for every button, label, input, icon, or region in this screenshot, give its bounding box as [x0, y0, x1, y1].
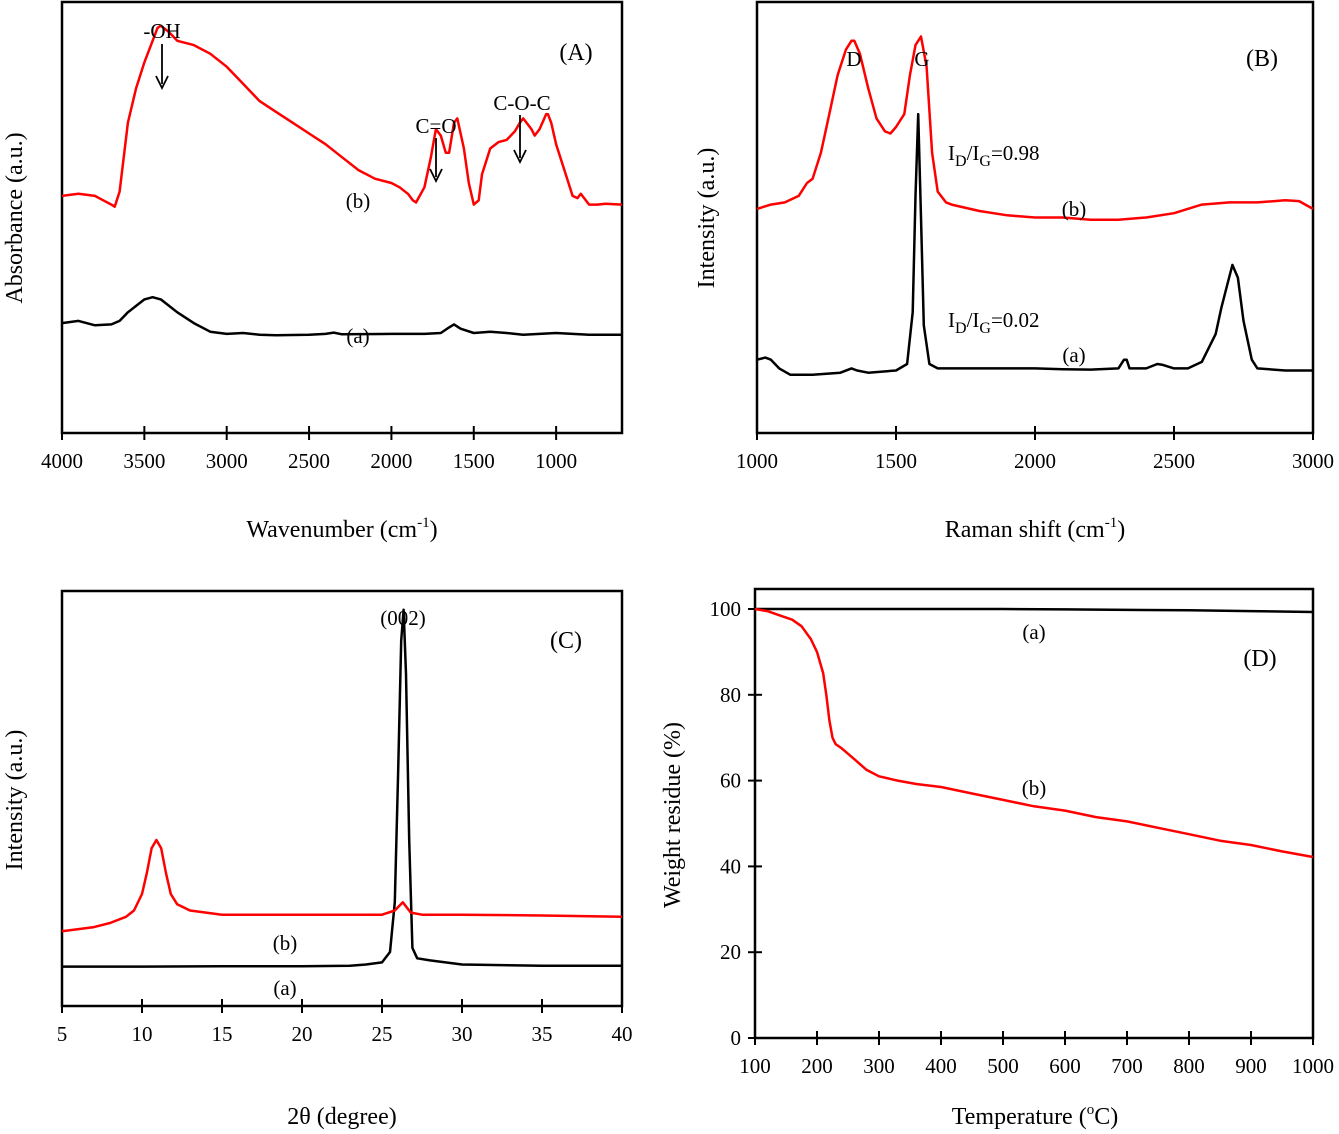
x-tick-label: 500 [987, 1054, 1019, 1078]
y-tick-label: 80 [720, 683, 741, 707]
ratio-label-a: ID/IG=0.02 [948, 308, 1040, 337]
series-line-a [755, 607, 1314, 614]
x-tick-label: 2500 [1153, 449, 1195, 473]
series-label-b: (b) [1062, 197, 1087, 221]
x-tick-label: 25 [372, 1022, 393, 1046]
y-tick-label: 40 [720, 854, 741, 878]
x-tick-label: 4000 [41, 449, 83, 473]
panel-label: (C) [550, 628, 582, 654]
series-line-b [756, 35, 1314, 221]
ratio-label-b: ID/IG=0.98 [948, 141, 1040, 170]
y-axis-label: Absorbance (a.u.) [2, 132, 28, 303]
panel-a-ftir: 4000 3500 3000 2500 2000 1500 1000 (A) -OH C=O… [2, 0, 624, 543]
series-label-a: (a) [273, 976, 296, 1000]
y-axis-label: Intensity (a.u.) [694, 148, 720, 289]
x-tick-label: 900 [1235, 1054, 1267, 1078]
x-ticks: 4000 3500 3000 2500 2000 1500 1000 [41, 426, 577, 473]
panel-label: (D) [1243, 646, 1276, 672]
x-tick-label: 300 [863, 1054, 895, 1078]
x-tick-label: 400 [925, 1054, 957, 1078]
plot-frame [753, 587, 1315, 1040]
x-tick-label: 2500 [288, 449, 330, 473]
y-axis-label: Weight residue (%) [660, 722, 686, 908]
x-tick-label: 1000 [535, 449, 577, 473]
panel-b-raman: 1000 1500 2000 2500 3000 (B) D G ID/IG=0.98 … [694, 0, 1334, 543]
series-group [754, 607, 1314, 859]
annotation-g-band: G [914, 47, 929, 71]
y-tick-label: 20 [720, 940, 741, 964]
x-axis-label: Temperature (oC) [952, 1102, 1118, 1130]
x-tick-label: 200 [801, 1054, 833, 1078]
series-line-b [61, 24, 623, 208]
x-tick-label: 2000 [1014, 449, 1056, 473]
x-tick-label: 35 [532, 1022, 553, 1046]
series-line-b [754, 607, 1314, 859]
x-tick-label: 1000 [1292, 1054, 1334, 1078]
y-tick-label: 100 [710, 597, 742, 621]
series-label-a: (a) [346, 324, 369, 348]
series-label-b: (b) [346, 189, 371, 213]
series-line-b [61, 838, 623, 933]
plot-frame [60, 0, 624, 435]
annotation-002: (002) [380, 606, 426, 630]
series-label-a: (a) [1022, 620, 1045, 644]
annotation-oh: -OH [143, 19, 180, 43]
annotation-coc: C-O-C [493, 91, 550, 115]
annotation-co: C=O [415, 114, 456, 138]
x-tick-label: 15 [212, 1022, 233, 1046]
x-tick-label: 20 [292, 1022, 313, 1046]
x-tick-label: 100 [739, 1054, 771, 1078]
series-line-a [61, 295, 622, 337]
x-tick-label: 30 [452, 1022, 473, 1046]
x-tick-label: 1500 [875, 449, 917, 473]
series-line-a [62, 608, 622, 968]
x-tick-label: 1000 [736, 449, 778, 473]
series-line-a [756, 112, 1313, 377]
y-axis-label: Intensity (a.u.) [2, 730, 28, 871]
x-axis-label: 2θ (degree) [287, 1104, 396, 1130]
x-ticks: 5 10 15 20 25 30 35 40 [57, 999, 633, 1046]
series-group [61, 24, 623, 337]
y-ticks: 0 20 40 60 80 100 [710, 597, 762, 1050]
panel-label: (A) [559, 40, 592, 66]
x-tick-label: 800 [1173, 1054, 1205, 1078]
series-label-b: (b) [273, 931, 298, 955]
x-tick-label: 700 [1111, 1054, 1143, 1078]
arrow-oh-icon [155, 75, 169, 91]
panel-d-tga: 100 200 300 400 500 600 700 800 900 1000 0 20 40 60 8… [660, 587, 1334, 1130]
y-tick-label: 0 [731, 1026, 742, 1050]
x-ticks: 100 200 300 400 500 600 700 800 900 1000 [739, 1031, 1334, 1078]
panel-label: (B) [1246, 46, 1278, 72]
x-tick-label: 2000 [370, 449, 412, 473]
x-tick-label: 600 [1049, 1054, 1081, 1078]
x-axis-label: Wavenumber (cm-1) [246, 515, 437, 543]
arrow-coc-icon [513, 149, 527, 165]
x-tick-label: 3500 [123, 449, 165, 473]
series-group [61, 608, 623, 968]
annotation-d-band: D [846, 47, 861, 71]
x-tick-label: 3000 [1292, 449, 1334, 473]
x-tick-label: 1500 [453, 449, 495, 473]
series-group [756, 35, 1314, 377]
series-label-a: (a) [1062, 343, 1085, 367]
panel-c-xrd: 5 10 15 20 25 30 35 40 (C) (002) (b) (a) 2θ (de… [2, 589, 633, 1130]
plot-frame [60, 589, 624, 1008]
x-tick-label: 10 [132, 1022, 153, 1046]
series-label-b: (b) [1022, 776, 1047, 800]
arrow-co-icon [429, 168, 443, 184]
x-tick-label: 3000 [206, 449, 248, 473]
x-tick-label: 40 [612, 1022, 633, 1046]
x-tick-label: 5 [57, 1022, 68, 1046]
x-ticks: 1000 1500 2000 2500 3000 [736, 426, 1334, 473]
x-axis-label: Raman shift (cm-1) [945, 515, 1125, 543]
y-tick-label: 60 [720, 769, 741, 793]
